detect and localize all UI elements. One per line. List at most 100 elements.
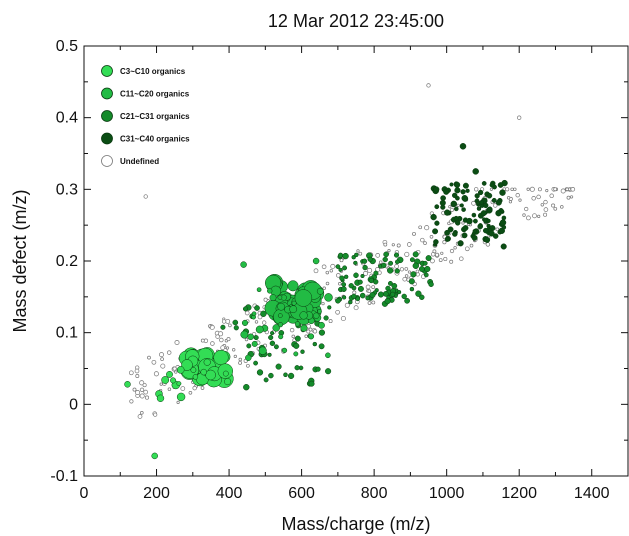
point-c11-c20-organics <box>313 312 320 319</box>
point-undefined <box>440 251 444 255</box>
point-undefined <box>325 281 330 286</box>
point-c21-c31-organics <box>395 259 400 265</box>
point-c31-c40-organics <box>499 219 507 226</box>
point-c21-c31-organics <box>354 252 359 258</box>
point-undefined <box>453 246 457 250</box>
point-c31-c40-organics <box>484 236 491 243</box>
point-c21-c31-organics <box>382 291 389 297</box>
point-undefined <box>426 83 431 88</box>
point-undefined <box>142 383 147 388</box>
point-c31-c40-organics <box>454 187 461 194</box>
point-undefined <box>143 194 148 199</box>
x-tick-label: 1000 <box>429 485 465 502</box>
point-undefined <box>505 187 510 192</box>
point-c31-c40-organics <box>495 199 502 206</box>
point-c21-c31-organics <box>368 277 375 284</box>
point-c31-c40-organics <box>433 186 440 193</box>
point-undefined <box>208 324 212 328</box>
point-undefined <box>442 240 447 245</box>
point-c21-c31-organics <box>293 342 300 349</box>
point-undefined <box>363 271 369 277</box>
point-c11-c20-organics <box>277 302 285 311</box>
point-undefined <box>329 269 333 273</box>
y-tick-label: 0.1 <box>56 325 78 342</box>
point-c31-c40-organics <box>477 223 483 230</box>
point-undefined <box>335 309 340 315</box>
point-c3-c10-organics <box>166 370 173 378</box>
point-c31-c40-organics <box>453 181 461 188</box>
point-c31-c40-organics <box>489 182 495 188</box>
point-undefined <box>160 363 166 369</box>
point-undefined <box>344 302 350 308</box>
point-c31-c40-organics <box>452 231 458 237</box>
point-undefined <box>153 412 158 417</box>
point-c21-c31-organics <box>393 252 400 258</box>
point-c21-c31-organics <box>315 366 321 372</box>
point-undefined <box>371 300 376 305</box>
point-undefined <box>545 189 549 193</box>
point-undefined <box>404 267 409 271</box>
point-c31-c40-organics <box>499 189 506 196</box>
point-undefined <box>174 340 180 346</box>
point-c21-c31-organics <box>318 343 325 350</box>
point-c21-c31-organics <box>419 294 425 300</box>
point-undefined <box>328 319 333 324</box>
point-undefined <box>304 334 308 339</box>
point-c21-c31-organics <box>327 305 332 310</box>
point-c21-c31-organics <box>348 299 353 305</box>
point-c11-c20-organics <box>287 280 299 292</box>
point-undefined <box>134 368 140 374</box>
point-undefined <box>225 346 230 350</box>
point-c21-c31-organics <box>341 295 347 300</box>
point-c21-c31-organics <box>242 306 249 312</box>
point-undefined <box>522 213 526 217</box>
point-c31-c40-organics <box>472 229 477 234</box>
point-c21-c31-organics <box>424 265 431 273</box>
point-undefined <box>160 357 164 361</box>
point-undefined <box>508 200 512 204</box>
point-undefined <box>159 352 164 358</box>
point-undefined <box>137 414 143 419</box>
point-undefined <box>356 249 360 253</box>
point-c11-c20-organics <box>258 346 267 355</box>
point-c21-c31-organics <box>260 310 267 317</box>
point-c31-c40-organics <box>454 206 459 212</box>
point-c3-c10-organics <box>181 359 193 371</box>
point-undefined <box>560 188 566 194</box>
point-c21-c31-organics <box>294 365 300 371</box>
point-c3-c10-organics <box>176 381 182 387</box>
point-c3-c10-organics <box>151 452 158 460</box>
point-c21-c31-organics <box>418 266 425 272</box>
point-undefined <box>464 246 470 252</box>
point-c21-c31-organics <box>357 279 363 285</box>
legend-label-c31-c40-organics: C31~C40 organics <box>120 135 190 144</box>
point-undefined <box>526 215 531 221</box>
point-c3-c10-organics <box>203 358 211 366</box>
point-c11-c20-organics <box>299 311 308 320</box>
point-undefined <box>524 206 529 212</box>
point-undefined <box>471 200 477 206</box>
point-undefined <box>306 329 311 334</box>
point-undefined <box>336 273 341 278</box>
point-c21-c31-organics <box>335 264 341 269</box>
point-c21-c31-organics <box>360 273 365 279</box>
point-undefined <box>537 187 542 192</box>
point-c11-c20-organics <box>294 289 313 307</box>
point-undefined <box>232 348 236 352</box>
point-c21-c31-organics <box>381 262 387 269</box>
point-undefined <box>387 249 391 253</box>
point-undefined <box>531 196 536 201</box>
point-c31-c40-organics <box>453 215 459 221</box>
point-c21-c31-organics <box>287 372 295 380</box>
point-c21-c31-organics <box>263 377 269 383</box>
point-undefined <box>166 350 172 355</box>
point-c21-c31-organics <box>243 384 250 391</box>
point-undefined <box>220 345 226 351</box>
point-undefined <box>367 289 372 293</box>
point-c21-c31-organics <box>353 272 359 279</box>
point-undefined <box>543 199 548 205</box>
point-undefined <box>551 203 556 208</box>
point-undefined <box>358 251 363 256</box>
point-c21-c31-organics <box>246 343 252 349</box>
point-c31-c40-organics <box>432 228 439 235</box>
